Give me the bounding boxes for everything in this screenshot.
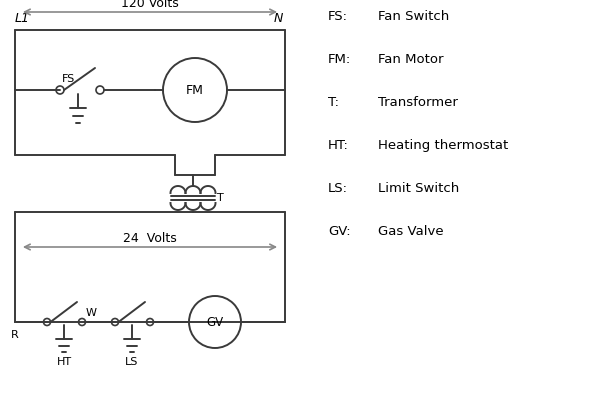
Text: FS: FS xyxy=(62,74,76,84)
Text: Heating thermostat: Heating thermostat xyxy=(378,139,508,152)
Text: Limit Switch: Limit Switch xyxy=(378,182,459,195)
Text: 120 Volts: 120 Volts xyxy=(121,0,179,10)
Text: HT: HT xyxy=(57,357,71,367)
Text: T: T xyxy=(217,193,224,203)
Text: Gas Valve: Gas Valve xyxy=(378,225,444,238)
Text: W: W xyxy=(86,308,97,318)
Text: FS:: FS: xyxy=(328,10,348,23)
Text: GV: GV xyxy=(206,316,224,328)
Text: N: N xyxy=(274,12,283,25)
Text: LS: LS xyxy=(125,357,139,367)
Text: HT:: HT: xyxy=(328,139,349,152)
Text: FM:: FM: xyxy=(328,53,351,66)
Text: Transformer: Transformer xyxy=(378,96,458,109)
Text: 24  Volts: 24 Volts xyxy=(123,232,177,245)
Text: L1: L1 xyxy=(15,12,30,25)
Text: R: R xyxy=(11,330,19,340)
Text: GV:: GV: xyxy=(328,225,350,238)
Text: T:: T: xyxy=(328,96,339,109)
Text: FM: FM xyxy=(186,84,204,96)
Text: Fan Switch: Fan Switch xyxy=(378,10,449,23)
Text: LS:: LS: xyxy=(328,182,348,195)
Text: Fan Motor: Fan Motor xyxy=(378,53,444,66)
